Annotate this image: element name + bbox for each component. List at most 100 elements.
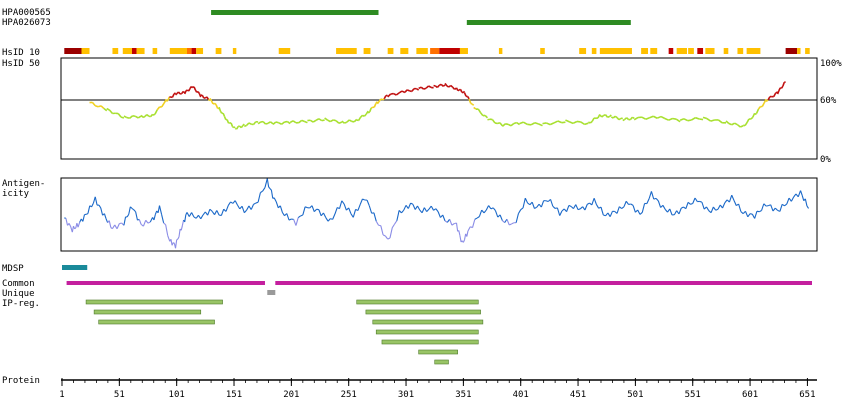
antigenicity-line-segment <box>478 209 483 217</box>
antigenicity-line-segment <box>545 200 549 203</box>
protein-label: Protein <box>2 376 40 386</box>
hsid-line-segment <box>244 124 247 128</box>
hsid-line-segment <box>470 102 473 105</box>
antigenicity-line-segment <box>744 211 749 218</box>
hsid-line-segment <box>146 113 150 117</box>
antigenicity-line-segment <box>506 218 510 226</box>
hsid-line-segment <box>497 122 501 125</box>
hsid-line-segment <box>357 116 362 121</box>
hsid10-heat-segment <box>797 48 801 54</box>
antigenicity-line-segment <box>255 201 259 204</box>
antigenicity-line-segment <box>318 209 322 217</box>
antigenicity-line-segment <box>673 210 678 216</box>
hsid-line-segment <box>572 120 578 125</box>
hsid-line-segment <box>234 127 237 130</box>
hsid-line-segment <box>672 117 677 120</box>
antigenicity-line-segment <box>509 223 512 226</box>
protein-axis-ticks: 1 51 101 151 201 251 301 351 401 451 501 551 601 651 <box>59 378 816 400</box>
antigenicity-label-line1: Antigen- <box>2 179 45 189</box>
ipreg-segment <box>85 299 223 305</box>
protein-tick-label: 151 <box>226 390 242 400</box>
hsid-line-segment <box>190 85 194 89</box>
hsid-line-segment <box>183 90 187 95</box>
antigenicity-line-segment <box>191 212 195 218</box>
feature-tracks <box>62 265 813 365</box>
hsid10-heat-segment <box>363 48 371 54</box>
hsid-line-segment <box>233 126 236 129</box>
antigenicity-line-segment <box>250 204 255 210</box>
hsid10-heat-segment <box>439 48 460 54</box>
antigenicity-line-segment <box>273 197 277 202</box>
hsid-line-segment <box>452 86 456 90</box>
antigenicity-line-segment <box>77 222 81 228</box>
antigenicity-line-segment <box>540 200 545 208</box>
antigenicity-line-segment <box>188 212 193 217</box>
hsid-line-segment <box>390 92 394 95</box>
hsid10-heat-segment <box>579 48 587 54</box>
antigenicity-line-segment <box>793 193 797 198</box>
hsid-line-segment <box>612 115 616 119</box>
hsid-line-segment <box>468 98 472 104</box>
hsid-line-segment <box>173 92 177 95</box>
antigenicity-line-segment <box>207 209 211 216</box>
antigenicity-line-segment <box>126 214 130 218</box>
hsid-line-segment <box>568 121 574 125</box>
antigenicity-line-segment <box>806 205 810 209</box>
hsid-line-segment <box>538 123 543 127</box>
antigenicity-line-segment <box>236 204 241 210</box>
hsid-line-segment <box>174 92 178 96</box>
unique-label: Unique <box>2 289 35 299</box>
antigenicity-line-segment <box>435 208 439 213</box>
hsid-line-segment <box>418 86 422 90</box>
hsid10-heat-segment <box>416 48 428 54</box>
hsid-line-segment <box>368 107 372 113</box>
antigenicity-line-segment <box>499 214 503 221</box>
antigenicity-line-segment <box>123 216 127 226</box>
hsid-line-segment <box>633 116 639 121</box>
hsid-line-segment <box>270 121 274 125</box>
hsid-line-segment <box>207 98 211 102</box>
hsid-line-segment <box>591 117 595 122</box>
antigenicity-line-segment <box>605 212 609 217</box>
hsid-line-segment <box>618 117 622 121</box>
hsid-line-segment <box>398 90 403 94</box>
hsid-line-segment <box>329 119 334 123</box>
antigenicity-line-segment <box>728 194 733 203</box>
hsid10-heat-segment <box>697 48 704 54</box>
antigenicity-line-segment <box>268 186 271 189</box>
antigenicity-line-segment <box>463 233 467 240</box>
antigenicity-line-segment <box>135 211 138 221</box>
antigenicity-line-segment <box>270 189 274 199</box>
antigenicity-line-segment <box>417 205 421 211</box>
hsid-line-segment <box>222 112 226 117</box>
antigenicity-line-segment <box>455 222 459 232</box>
antigenicity-line-segment <box>747 213 751 218</box>
antigenicity-line-segment <box>330 218 333 220</box>
antigenicity-line-segment <box>304 206 308 209</box>
hsid-line-segment <box>487 118 491 121</box>
antigenicity-line-segment <box>111 224 116 229</box>
hsid-line-segment <box>565 119 570 123</box>
hsid10-heat-segment <box>112 48 119 54</box>
antigenicity-line-segment <box>128 206 131 215</box>
hsid-line-segment <box>218 106 222 112</box>
hsid-line-segment <box>695 116 700 120</box>
hsid-line-segment <box>510 122 515 127</box>
hsid-line-segment <box>450 84 454 88</box>
hsid-line-segment <box>462 90 466 94</box>
hsid-line-segment <box>534 121 539 125</box>
antigenicity-line-segment <box>281 212 285 217</box>
hsid-line-segment <box>171 93 175 98</box>
antigenicity-line-segment <box>572 204 577 209</box>
hsid-line-segment <box>616 117 620 121</box>
antigenicity-line-segment <box>754 210 758 219</box>
hsid-line-segment <box>346 119 350 123</box>
hsid-line-segment <box>353 118 358 123</box>
hsid-line-segment <box>549 122 555 126</box>
hsid-line-segment <box>780 85 784 89</box>
antigenicity-line-segment <box>577 208 581 211</box>
hsid-line-segment <box>292 120 297 124</box>
antigenicity-line-segment <box>362 198 365 201</box>
hsid-line-segment <box>699 118 704 121</box>
hsid-line-segment <box>378 98 382 102</box>
